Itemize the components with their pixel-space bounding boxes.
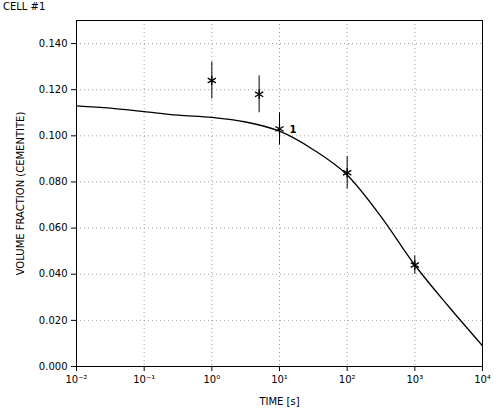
svg-text:TIME [s]: TIME [s] — [258, 396, 299, 407]
svg-text:10⁰: 10⁰ — [203, 374, 220, 385]
svg-text:0.020: 0.020 — [39, 315, 68, 326]
svg-text:10⁻¹: 10⁻¹ — [133, 374, 155, 385]
svg-text:0.000: 0.000 — [39, 361, 68, 372]
svg-text:0.060: 0.060 — [39, 222, 68, 233]
svg-text:VOLUME FRACTION (CEMENTITE): VOLUME FRACTION (CEMENTITE) — [15, 112, 26, 276]
svg-text:10²: 10² — [339, 374, 356, 385]
svg-text:10¹: 10¹ — [271, 374, 288, 385]
svg-text:10³: 10³ — [406, 374, 423, 385]
svg-text:0.080: 0.080 — [39, 176, 68, 187]
svg-text:0.140: 0.140 — [39, 38, 68, 49]
html-text:CELL #1: CELL #1 — [3, 1, 46, 12]
svg-text:10⁻²: 10⁻² — [65, 374, 87, 385]
svg-text:0.040: 0.040 — [39, 268, 68, 279]
svg-text:0.100: 0.100 — [39, 130, 68, 141]
svg-text:10⁴: 10⁴ — [474, 374, 491, 385]
svg-text:0.120: 0.120 — [39, 84, 68, 95]
svg-text:1: 1 — [290, 124, 297, 135]
